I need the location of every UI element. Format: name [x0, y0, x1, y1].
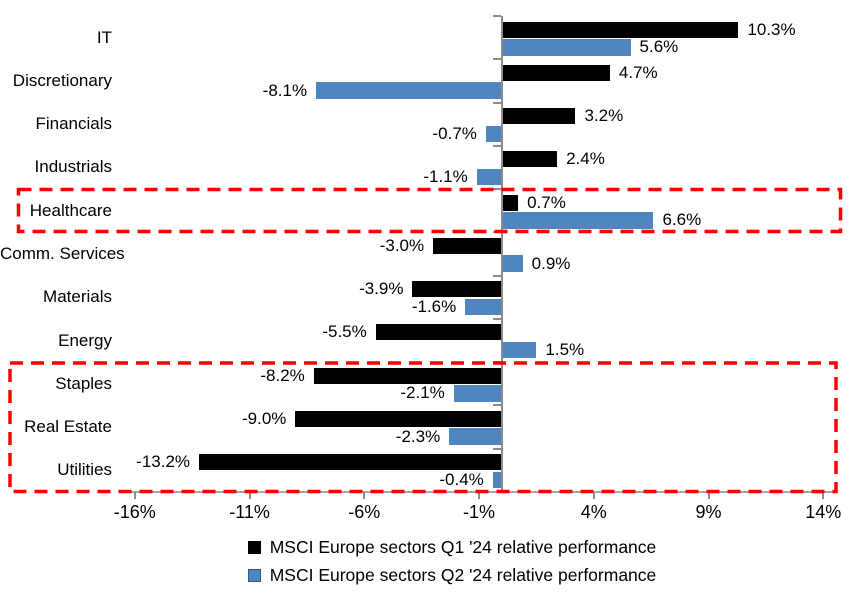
bar-q1-staples — [313, 367, 502, 384]
bar-q1-materials — [412, 281, 502, 298]
category-label-industrials: Industrials — [34, 157, 112, 177]
x-axis-label-4: 4% — [580, 502, 607, 522]
bar-q1-it — [502, 21, 739, 38]
value-label-q1-materials: -3.9% — [359, 279, 404, 299]
bar-q2-it — [502, 39, 631, 56]
value-label-q1-industrials: 2.4% — [566, 149, 605, 169]
bar-q2-comm-services — [502, 255, 523, 272]
value-label-q1-discretionary: 4.7% — [618, 62, 658, 82]
y-axis-tick — [493, 404, 501, 407]
value-label-q2-it: 5.6% — [639, 37, 679, 57]
y-axis-tick — [493, 317, 501, 320]
bar-q2-staples — [453, 385, 502, 402]
x-axis-label-9: 9% — [695, 502, 722, 522]
value-label-q1-staples: -8.2% — [260, 365, 305, 385]
bar-q1-real-estate — [295, 410, 502, 427]
bar-q1-healthcare — [502, 194, 519, 211]
bar-q1-utilities — [199, 454, 502, 471]
legend-label-q1: MSCI Europe sectors Q1 '24 relative perf… — [269, 537, 657, 557]
value-label-q2-materials: -1.6% — [411, 296, 457, 316]
x-axis-tick — [822, 492, 825, 499]
category-label-healthcare: Healthcare — [29, 200, 112, 220]
x-axis-tick — [592, 492, 595, 499]
x-axis-label-6: -6% — [348, 502, 381, 522]
x-axis-label-1: -1% — [463, 502, 496, 522]
legend-item-q1: MSCI Europe sectors Q1 '24 relative perf… — [247, 537, 657, 558]
category-label-financials: Financials — [35, 114, 112, 134]
y-axis-tick — [493, 447, 501, 450]
x-axis-label-16: -16% — [113, 502, 156, 522]
category-label-it: IT — [96, 27, 112, 47]
bar-q2-discretionary — [316, 82, 502, 99]
bar-q1-industrials — [502, 151, 558, 168]
bar-q2-healthcare — [502, 212, 654, 229]
y-axis-tick — [493, 15, 501, 17]
value-label-q1-comm-services: -3.0% — [379, 235, 425, 255]
y-axis-line — [500, 16, 503, 492]
value-label-q2-discretionary: -8.1% — [262, 80, 308, 100]
x-axis-tick — [478, 492, 481, 499]
y-axis-tick — [493, 361, 501, 364]
value-label-q1-financials: 3.2% — [584, 106, 624, 126]
value-label-q2-utilities: -0.4% — [439, 469, 484, 489]
x-axis-label-14: 14% — [805, 502, 842, 522]
value-label-q2-financials: -0.7% — [432, 123, 477, 143]
category-label-discretionary: Discretionary — [12, 70, 112, 90]
category-label-comm-services: Comm. Services — [0, 244, 125, 263]
value-label-q1-it: 10.3% — [747, 19, 796, 39]
value-label-q2-real-estate: -2.3% — [395, 426, 441, 446]
y-axis-tick — [493, 274, 501, 277]
y-axis-tick — [493, 58, 501, 61]
bar-q2-energy — [502, 341, 537, 359]
bar-q2-financials — [485, 125, 502, 143]
legend-label-q2: MSCI Europe sectors Q2 '24 relative perf… — [269, 565, 657, 585]
category-label-materials: Materials — [43, 287, 112, 307]
bar-q1-discretionary — [502, 64, 610, 81]
value-label-q1-healthcare: 0.7% — [527, 192, 566, 212]
y-axis-tick — [493, 188, 501, 191]
category-label-real-estate: Real Estate — [24, 417, 112, 437]
x-axis-tick — [133, 492, 136, 499]
bar-q2-materials — [465, 298, 502, 316]
bar-q2-real-estate — [449, 428, 502, 445]
bar-q1-energy — [375, 324, 502, 341]
bar-q1-comm-services — [433, 237, 502, 254]
bar-q2-industrials — [476, 168, 502, 186]
category-label-energy: Energy — [58, 330, 112, 350]
x-axis-tick — [707, 492, 710, 499]
value-label-q1-real-estate: -9.0% — [242, 408, 287, 428]
legend-item-q2: MSCI Europe sectors Q2 '24 relative perf… — [247, 565, 657, 586]
x-axis-tick — [363, 492, 366, 499]
value-label-q1-energy: -5.5% — [322, 322, 367, 342]
value-label-q2-healthcare: 6.6% — [662, 210, 702, 230]
y-axis-tick — [493, 101, 501, 104]
x-axis-tick — [248, 492, 251, 499]
legend-swatch-q1-icon — [247, 541, 261, 554]
bar-q1-financials — [502, 108, 576, 125]
legend-swatch-q2-icon — [247, 569, 261, 582]
legend: MSCI Europe sectors Q1 '24 relative perf… — [26, 537, 852, 586]
value-label-q2-industrials: -1.1% — [423, 167, 468, 187]
y-axis-tick — [493, 144, 501, 147]
value-label-q2-energy: 1.5% — [545, 340, 585, 360]
y-axis-tick — [493, 231, 501, 234]
value-label-q2-comm-services: 0.9% — [531, 253, 571, 273]
value-label-q2-staples: -2.1% — [400, 383, 445, 403]
value-label-q1-utilities: -13.2% — [136, 452, 191, 472]
x-axis-label-11: -11% — [229, 502, 270, 522]
category-label-staples: Staples — [55, 373, 112, 393]
highlight-box-healthcare — [16, 187, 843, 234]
